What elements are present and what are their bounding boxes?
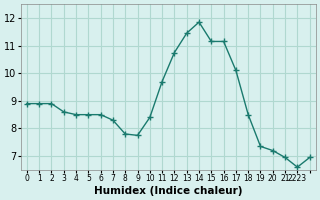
X-axis label: Humidex (Indice chaleur): Humidex (Indice chaleur): [94, 186, 243, 196]
